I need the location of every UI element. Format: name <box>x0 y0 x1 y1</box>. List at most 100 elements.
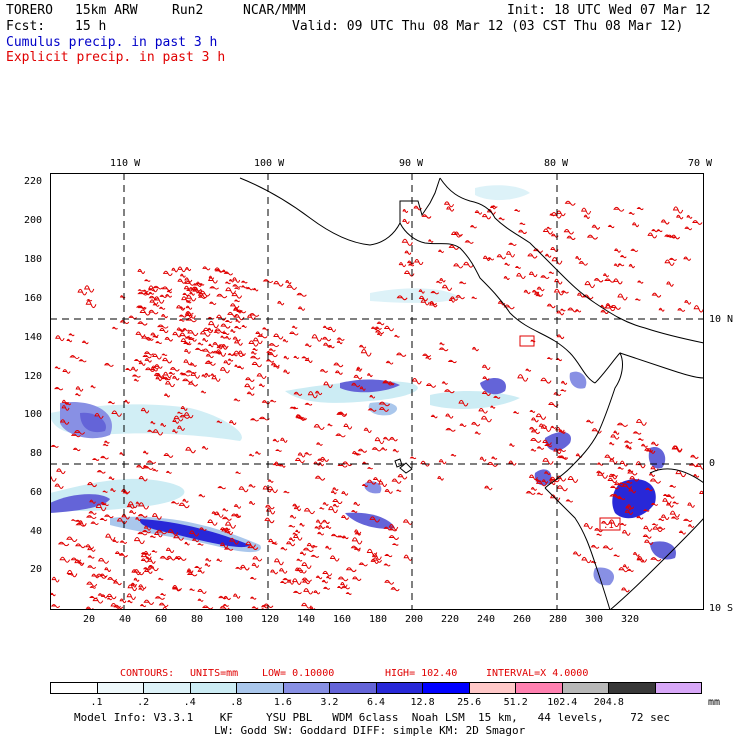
explicit-precip-contour <box>193 283 203 287</box>
explicit-precip-contour <box>202 338 209 343</box>
explicit-precip-contour <box>142 289 149 293</box>
colorbar-swatch <box>190 683 237 693</box>
explicit-precip-contour <box>143 351 154 356</box>
explicit-precip-contour <box>133 569 145 576</box>
explicit-precip-contour <box>176 327 184 333</box>
explicit-precip-contour <box>497 300 506 306</box>
explicit-precip-contour <box>249 596 257 600</box>
explicit-precip-contour <box>651 229 659 233</box>
explicit-precip-contour <box>540 377 552 384</box>
explicit-precip-contour <box>542 439 552 446</box>
explicit-precip-contour <box>389 436 398 442</box>
explicit-precip-contour <box>491 456 498 460</box>
explicit-precip-contour <box>614 482 625 487</box>
explicit-precip-contour <box>149 535 156 539</box>
explicit-precip-contour <box>556 485 568 492</box>
explicit-precip-contour <box>378 401 391 407</box>
explicit-precip-contour <box>138 475 148 482</box>
lon-label-110w: 110 W <box>110 158 141 169</box>
explicit-precip-contour <box>439 278 446 283</box>
explicit-precip-contour <box>148 564 155 569</box>
explicit-precip-contour <box>374 437 385 445</box>
explicit-precip-contour <box>358 562 368 567</box>
contours-units: UNITS=mm <box>190 668 239 679</box>
explicit-precip-contour <box>78 561 85 565</box>
explicit-precip-contour <box>96 469 106 474</box>
explicit-precip-contour <box>266 507 276 515</box>
explicit-precip-contour <box>388 524 399 531</box>
explicit-precip-contour <box>106 593 117 600</box>
explicit-precip-contour <box>112 539 119 544</box>
explicit-precip-contour <box>87 565 97 570</box>
explicit-precip-contour <box>626 504 635 510</box>
explicit-precip-contour <box>677 308 686 312</box>
explicit-precip-contour <box>294 457 305 464</box>
explicit-precip-contour <box>232 277 241 283</box>
explicit-precip-contour <box>471 346 479 352</box>
explicit-precip-contour <box>212 350 222 355</box>
explicit-precip-contour <box>418 295 429 302</box>
explicit-precip-contour <box>221 528 231 534</box>
cumulus-field-title: Cumulus precip. in past 3 h <box>6 35 218 50</box>
colorbar-swatch <box>376 683 423 693</box>
explicit-precip-contour <box>575 256 582 261</box>
explicit-precip-contour <box>315 575 323 580</box>
explicit-precip-contour <box>463 261 474 268</box>
explicit-precip-contour <box>211 375 221 382</box>
explicit-precip-contour <box>482 376 490 381</box>
explicit-precip-contour <box>143 464 149 469</box>
explicit-precip-contour <box>169 367 180 372</box>
explicit-precip-contour <box>662 498 672 505</box>
explicit-precip-contour <box>223 595 231 601</box>
explicit-precip-contour <box>199 290 211 297</box>
explicit-precip-contour <box>318 525 325 530</box>
explicit-precip-contour <box>161 286 173 292</box>
explicit-precip-contour <box>375 329 385 335</box>
explicit-precip-contour <box>246 391 255 396</box>
explicit-precip-contour <box>481 391 491 396</box>
model-name: TORERO <box>6 3 53 18</box>
explicit-precip-contour <box>88 510 97 515</box>
explicit-precip-contour <box>591 428 602 434</box>
explicit-precip-contour <box>586 234 599 240</box>
explicit-precip-contour <box>152 468 159 472</box>
colorbar-swatch <box>51 683 98 693</box>
explicit-precip-contour <box>322 570 333 577</box>
explicit-precip-contour <box>563 229 574 235</box>
explicit-precip-contour <box>206 360 213 364</box>
explicit-precip-contour <box>621 529 631 536</box>
explicit-precip-contour <box>216 558 223 563</box>
explicit-precip-contour <box>384 553 393 558</box>
explicit-precip-contour <box>503 304 515 310</box>
explicit-field-title: Explicit precip. in past 3 h <box>6 50 226 65</box>
explicit-precip-contour <box>360 348 372 357</box>
explicit-precip-contour <box>388 535 400 541</box>
explicit-precip-contour <box>100 594 108 599</box>
explicit-precip-contour <box>171 267 179 273</box>
map-frame <box>50 173 704 610</box>
explicit-precip-contour <box>214 511 224 518</box>
explicit-precip-contour <box>314 390 323 396</box>
colorbar-swatch <box>655 683 701 693</box>
explicit-precip-contour <box>205 353 214 359</box>
explicit-precip-contour <box>429 300 437 306</box>
explicit-precip-contour <box>251 562 260 568</box>
explicit-precip-contour <box>94 413 104 419</box>
explicit-precip-contour <box>155 529 168 535</box>
explicit-precip-contour <box>333 362 344 368</box>
cumulus-precip-layer <box>50 185 676 586</box>
explicit-precip-contour <box>233 398 241 402</box>
y-tick: 160 <box>24 293 43 304</box>
colorbar-swatch <box>237 683 284 693</box>
explicit-precip-contour <box>255 331 263 336</box>
colorbar-swatch <box>516 683 563 693</box>
explicit-precip-contour <box>357 448 368 453</box>
explicit-precip-contour <box>670 234 680 240</box>
explicit-precip-contour <box>517 374 529 382</box>
explicit-precip-contour <box>319 456 330 462</box>
explicit-precip-contour <box>235 566 243 570</box>
explicit-precip-contour <box>341 535 349 540</box>
explicit-precip-contour <box>202 327 214 334</box>
explicit-precip-contour <box>296 414 306 421</box>
explicit-precip-contour <box>366 548 378 557</box>
